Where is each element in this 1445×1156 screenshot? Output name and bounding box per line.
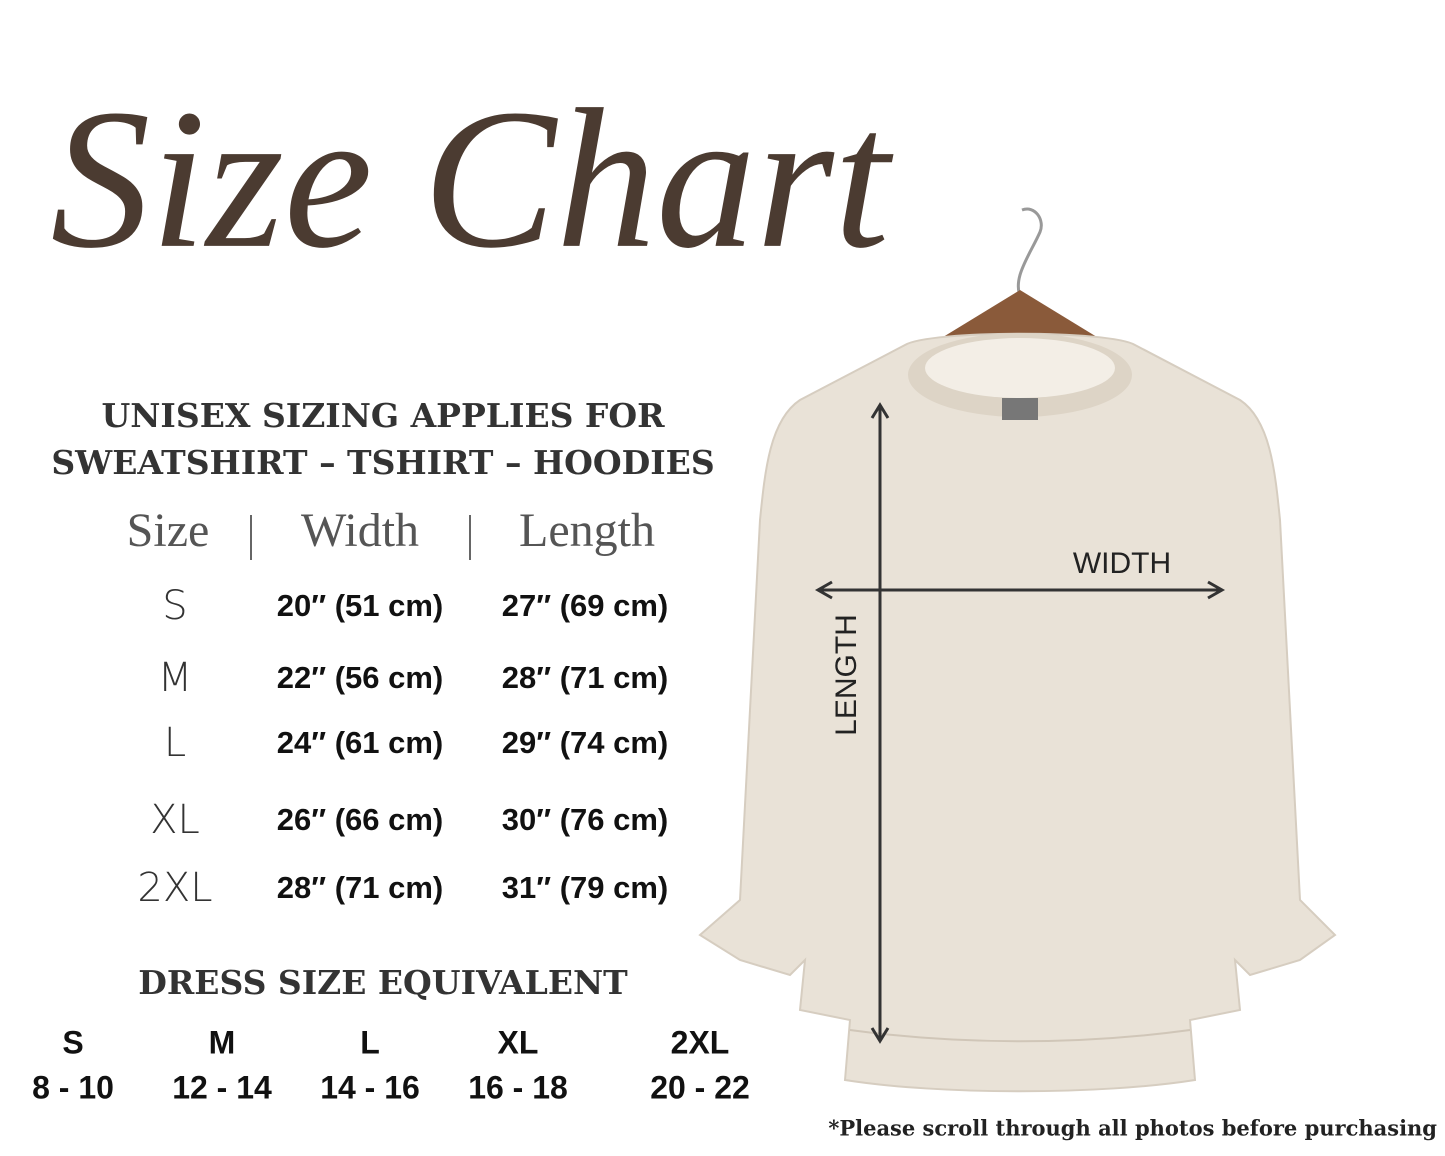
measure-cell: 20″ (51 cm)	[277, 588, 444, 623]
title: Size Chart	[51, 69, 894, 290]
size-cell: L	[164, 720, 186, 766]
measure-cell: 22″ (56 cm)	[277, 660, 444, 695]
dress-range: 16 - 18	[468, 1069, 568, 1105]
dress-range: 12 - 14	[172, 1069, 272, 1105]
length-label: LENGTH	[830, 614, 863, 736]
size-cell: S	[162, 583, 187, 629]
size-cell: M	[158, 655, 193, 701]
dress-range: 20 - 22	[650, 1069, 750, 1105]
dress-size: M	[209, 1024, 236, 1060]
dress-size: 2XL	[671, 1024, 730, 1060]
measure-arrows	[814, 402, 1226, 1044]
size-cell: 2XL	[137, 865, 212, 911]
dress-size: S	[62, 1024, 83, 1060]
dress-sizes: S 8 - 10 M 12 - 14 L 14 - 16 XL 16 - 18 2XL 20 - …	[32, 1024, 750, 1105]
measure-cell: 28″ (71 cm)	[502, 660, 669, 695]
dress-title: DRESS SIZE EQUIVALENT	[138, 963, 628, 1002]
note: *Please scroll through all photos before…	[828, 1116, 1437, 1141]
width-label: WIDTH	[1073, 547, 1171, 580]
measure-cell: 30″ (76 cm)	[502, 802, 669, 837]
measure-cell: 28″ (71 cm)	[277, 870, 444, 905]
measure-cell: 27″ (69 cm)	[502, 588, 669, 623]
sweatshirt-illustration	[698, 207, 1337, 1093]
dress-range: 14 - 16	[320, 1069, 420, 1105]
measure-cell: 31″ (79 cm)	[502, 870, 669, 905]
table-header: Size Width Length	[127, 504, 655, 560]
dress-size: XL	[498, 1024, 539, 1060]
measure-cell: 29″ (74 cm)	[502, 725, 669, 760]
size-cell: XL	[150, 797, 200, 843]
measure-cell: 26″ (66 cm)	[277, 802, 444, 837]
header-cell: Size	[127, 504, 210, 557]
heading-line: SWEATSHIRT – TSHIRT – HOODIES	[51, 443, 714, 482]
dress-size: L	[360, 1024, 380, 1060]
heading-line: UNISEX SIZING APPLIES FOR	[101, 396, 665, 435]
header-cell: Length	[519, 504, 655, 557]
table-body: S 20″ (51 cm) 27″ (69 cm) M 22″ (56 cm) 28″ (…	[137, 583, 668, 911]
measure-cell: 24″ (61 cm)	[277, 725, 444, 760]
dress-range: 8 - 10	[32, 1069, 114, 1105]
header-cell: Width	[301, 504, 419, 557]
